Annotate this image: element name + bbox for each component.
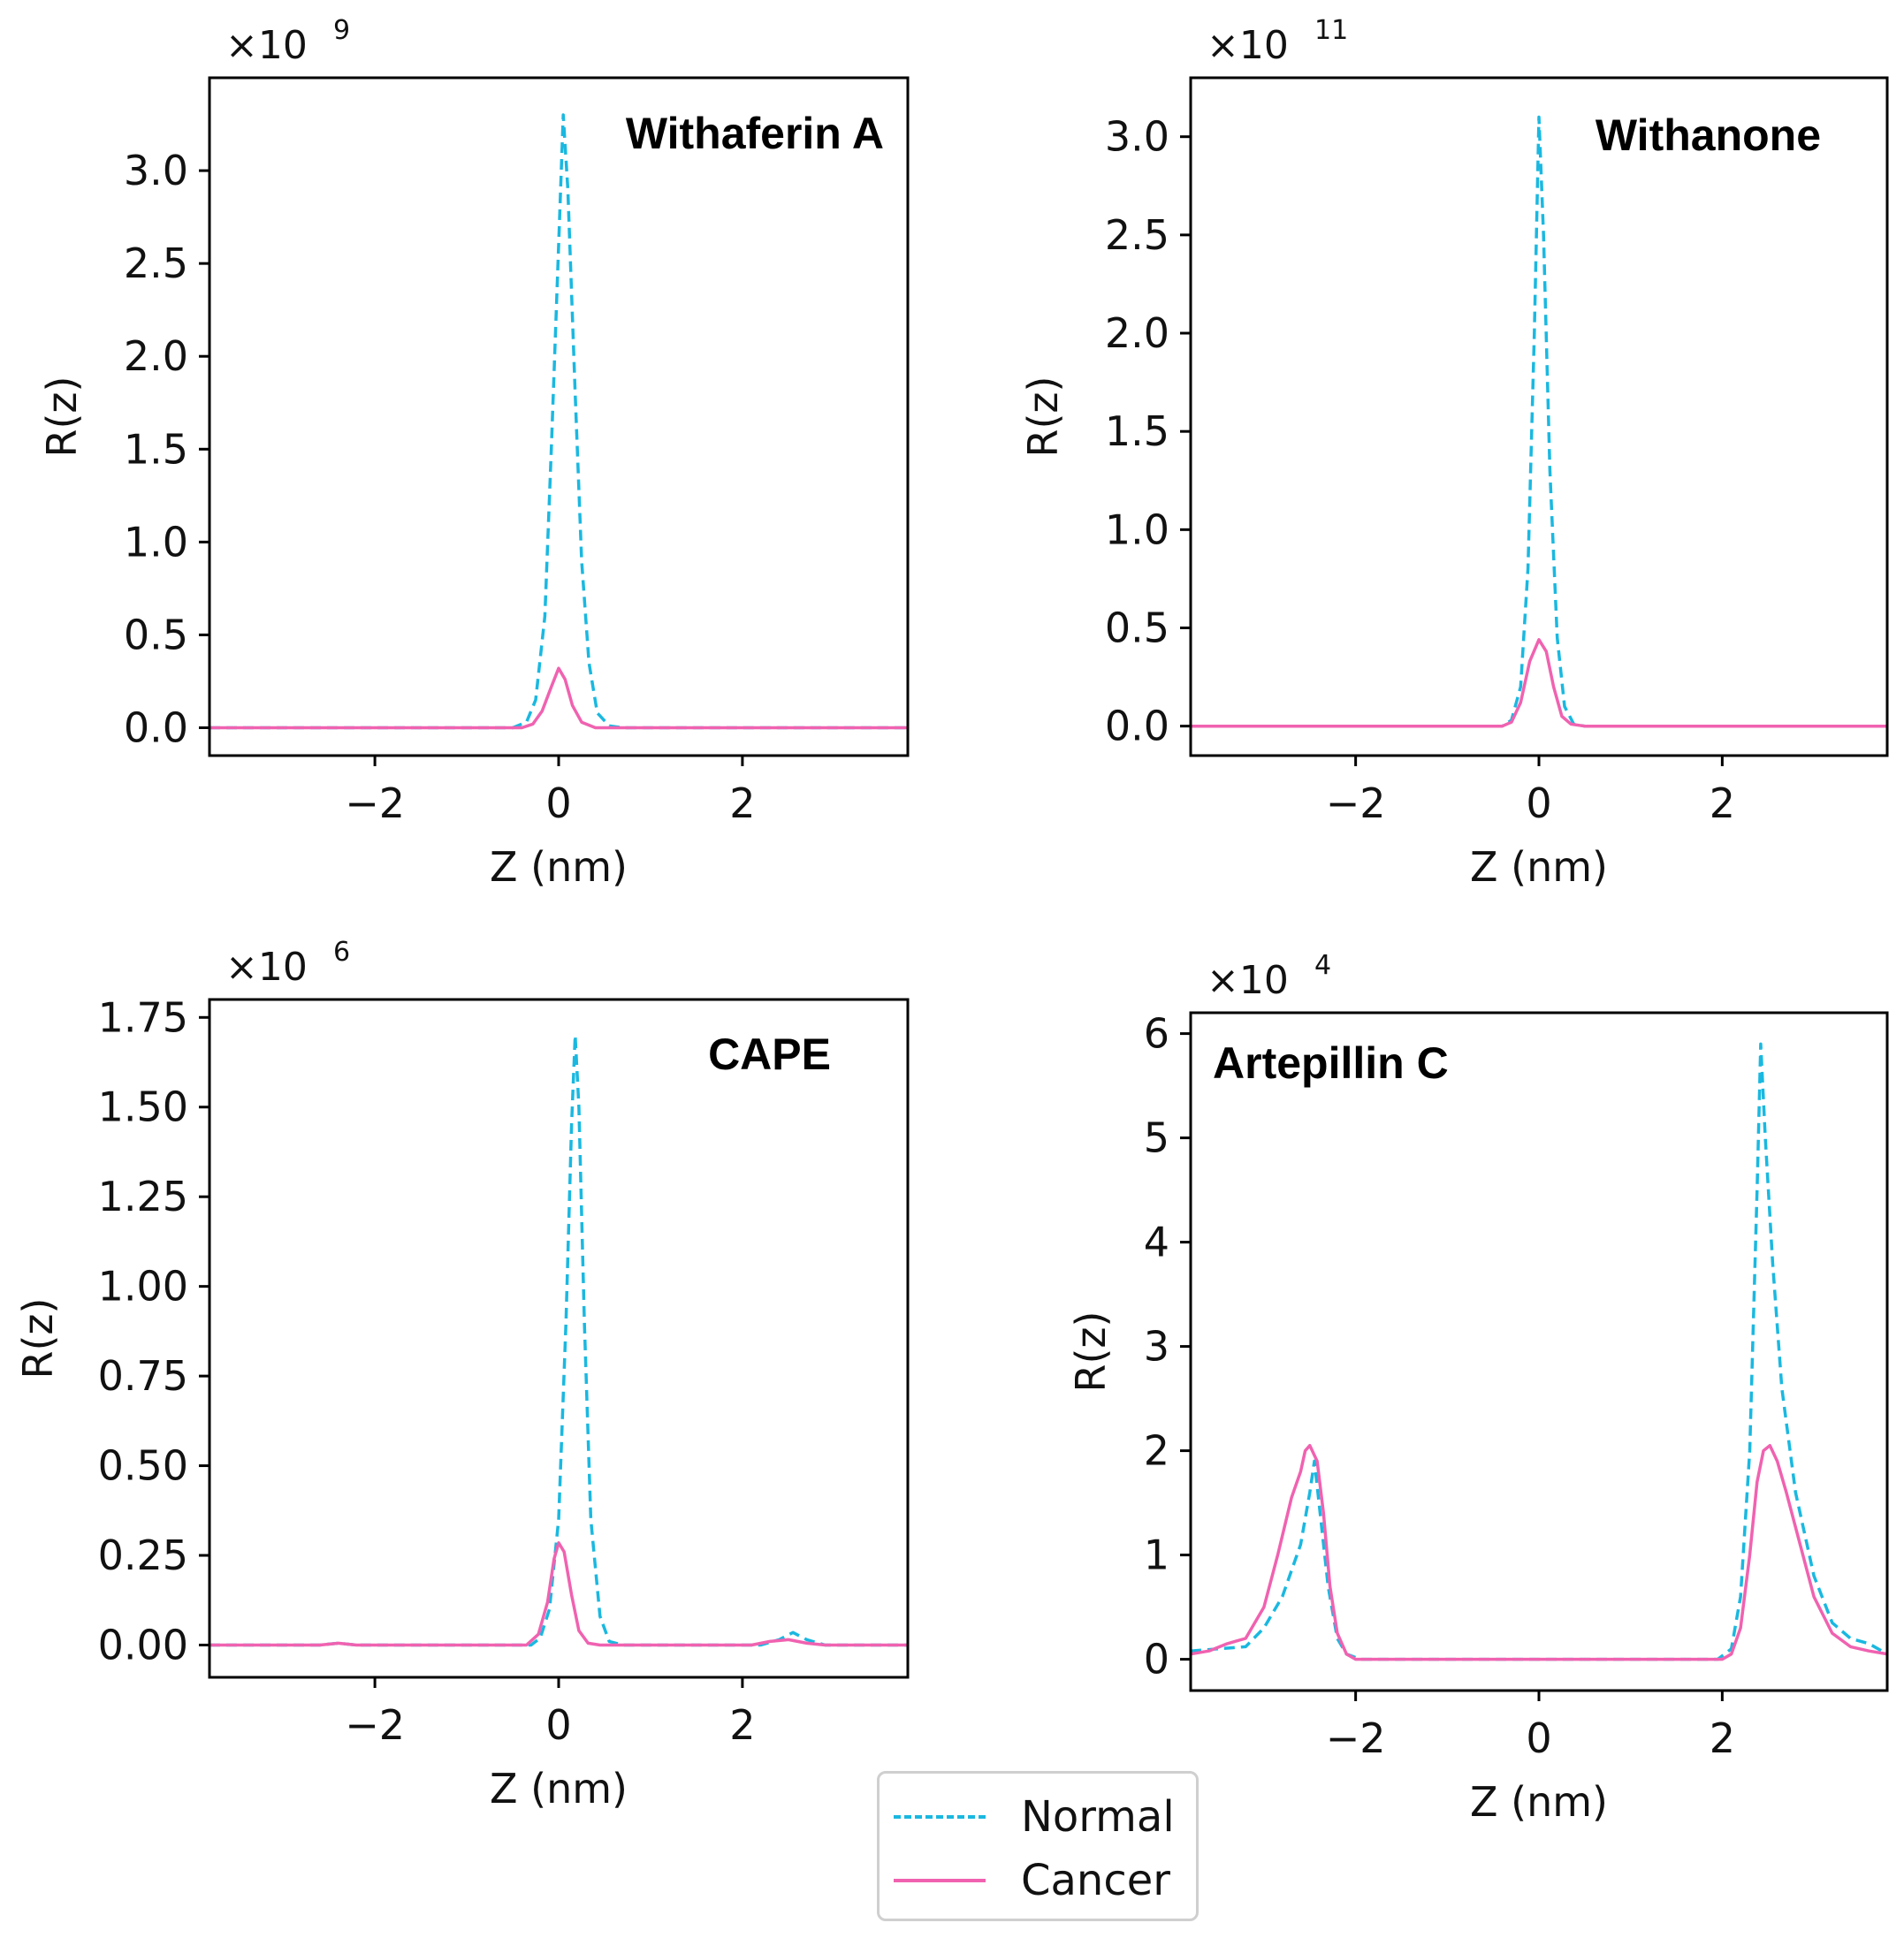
panel-1-axes-frame <box>208 76 910 757</box>
panel-4-axes-frame <box>1189 1011 1889 1692</box>
panel-3: −2 0 2 0.00 0.25 0.50 0.75 1.00 1.25 1.50 1.75 Z (n… <box>14 937 910 1813</box>
panel-1-y-multiplier: ×10 <box>225 23 308 68</box>
panel-4-ytick-label: 3 <box>1144 1323 1169 1371</box>
panel-2-xtick-label: 0 <box>1526 779 1551 827</box>
panel-3-xtick-label: 0 <box>545 1701 571 1749</box>
panel-1-y-exponent: 9 <box>333 15 350 46</box>
panel-3-ytick-label: 1.25 <box>98 1173 188 1220</box>
panel-4-y-multiplier: ×10 <box>1207 958 1289 1003</box>
panel-2-y-multiplier: ×10 <box>1207 23 1289 68</box>
panel-1-ytick-label: 2.5 <box>124 239 188 287</box>
panel-3-y-multiplier: ×10 <box>225 945 308 990</box>
legend: Normal Cancer <box>877 1771 1199 1921</box>
panel-3-xtick-label: 2 <box>729 1701 755 1749</box>
panel-1-ytick-label: 1.5 <box>124 425 188 473</box>
panel-3-title: CAPE <box>708 1030 831 1079</box>
panel-1-ytick-label: 3.0 <box>124 147 188 194</box>
panel-3-axes-frame <box>208 998 910 1679</box>
panel-2-xtick-label: −2 <box>1326 779 1386 827</box>
panel-2: −2 0 2 0.0 0.5 1.0 1.5 2.0 2.5 3.0 Z (nm) R(z) ×10 11… <box>1019 15 1889 891</box>
panel-2-ytick-label: 1.5 <box>1105 407 1169 455</box>
panel-4-ytick-label: 6 <box>1144 1010 1169 1058</box>
panel-2-xlabel: Z (nm) <box>1470 843 1608 891</box>
panel-4-ytick-label: 0 <box>1144 1636 1169 1683</box>
panel-1-ytick-label: 1.0 <box>124 518 188 566</box>
panel-4-ytick-label: 1 <box>1144 1531 1169 1579</box>
panel-4-line-normal <box>1191 1042 1887 1661</box>
panel-4-ytick-label: 4 <box>1144 1219 1169 1266</box>
panel-2-ytick-label: 2.5 <box>1105 211 1169 259</box>
panel-1-line-normal <box>209 113 908 730</box>
panel-1-xlabel: Z (nm) <box>490 843 628 891</box>
panel-2-ylabel: R(z) <box>1019 376 1067 458</box>
panel-3-ytick-label: 1.75 <box>98 993 188 1041</box>
panel-1-xtick-label: 2 <box>729 779 755 827</box>
panel-2-ytick-label: 1.0 <box>1105 505 1169 553</box>
panel-2-y-exponent: 11 <box>1314 15 1348 46</box>
panel-1-ylabel: R(z) <box>38 376 86 458</box>
panel-4-ylabel: R(z) <box>1067 1311 1115 1393</box>
panel-4-xtick-label: 2 <box>1710 1714 1735 1762</box>
panel-1-xtick-label: 0 <box>545 779 571 827</box>
panel-3-line-cancer <box>209 1541 908 1647</box>
panel-1: −2 0 2 0.0 0.5 1.0 1.5 2.0 2.5 3.0 Z (nm) R(z) ×10 9 W… <box>38 15 910 891</box>
panel-3-xlabel: Z (nm) <box>490 1765 628 1813</box>
legend-swatch-cancer <box>894 1879 986 1882</box>
panel-4-y-exponent: 4 <box>1314 950 1331 981</box>
panel-2-ytick-label: 0.5 <box>1105 604 1169 651</box>
panel-3-ytick-label: 0.00 <box>98 1621 188 1668</box>
panel-4-xtick-label: 0 <box>1526 1714 1551 1762</box>
panel-1-title: Withaferin A <box>626 109 884 158</box>
panel-1-xtick-label: −2 <box>345 779 405 827</box>
panel-3-ylabel: R(z) <box>14 1298 62 1379</box>
panel-3-line-normal <box>209 1033 908 1647</box>
panel-4-ytick-label: 2 <box>1144 1427 1169 1475</box>
panel-1-ytick-label: 2.0 <box>124 332 188 380</box>
panel-3-ytick-label: 0.75 <box>98 1352 188 1400</box>
panel-1-ytick-label: 0.0 <box>124 703 188 751</box>
panel-3-ytick-label: 1.50 <box>98 1083 188 1131</box>
legend-label-cancer: Cancer <box>1021 1856 1171 1905</box>
panel-3-y-exponent: 6 <box>333 937 350 968</box>
panel-4-ytick-label: 5 <box>1144 1114 1169 1162</box>
panel-4-title: Artepillin C <box>1213 1038 1449 1088</box>
panel-2-line-cancer <box>1191 638 1887 728</box>
panel-1-ytick-label: 0.5 <box>124 611 188 658</box>
panel-1-line-cancer <box>209 666 908 730</box>
panel-3-ytick-label: 0.25 <box>98 1531 188 1579</box>
panel-4: −2 0 2 0 1 2 3 4 5 6 Z (nm) R(z) ×10 4 Artepillin C <box>1067 950 1889 1826</box>
panel-4-xtick-label: −2 <box>1326 1714 1386 1762</box>
panel-4-xlabel: Z (nm) <box>1470 1778 1608 1826</box>
panel-2-line-normal <box>1191 115 1887 728</box>
panel-3-xtick-label: −2 <box>345 1701 405 1749</box>
panel-2-ytick-label: 2.0 <box>1105 309 1169 357</box>
legend-swatch-normal <box>894 1815 986 1819</box>
panel-4-line-cancer <box>1191 1443 1887 1661</box>
panel-2-title: Withanone <box>1596 110 1821 160</box>
panel-3-ytick-label: 1.00 <box>98 1263 188 1311</box>
panel-3-ytick-label: 0.50 <box>98 1442 188 1490</box>
legend-label-normal: Normal <box>1021 1792 1175 1842</box>
panel-2-ytick-label: 3.0 <box>1105 113 1169 161</box>
panel-2-ytick-label: 0.0 <box>1105 703 1169 750</box>
panel-2-xtick-label: 2 <box>1710 779 1735 827</box>
